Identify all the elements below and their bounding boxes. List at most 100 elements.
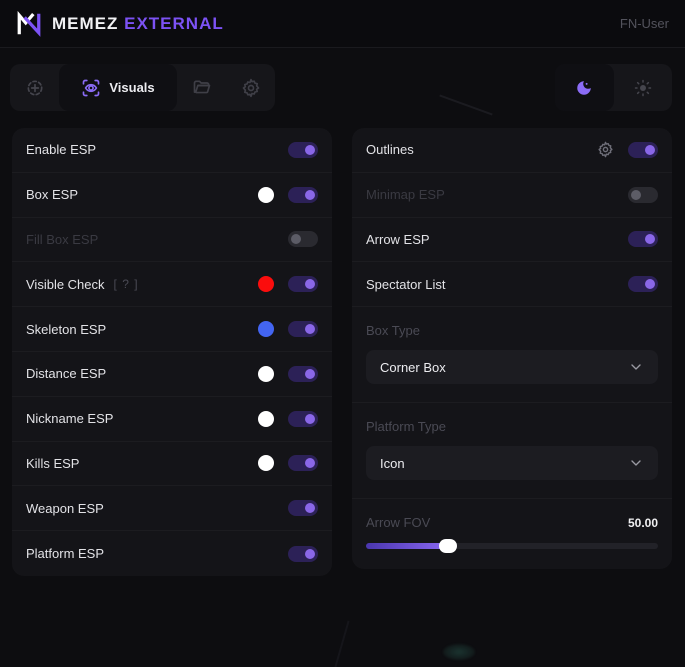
row-visible-check: Visible Check [ ? ] [12,262,332,307]
crosshair-icon [25,78,45,98]
platform-type-value: Icon [380,455,405,471]
setting-label: Platform ESP [26,546,105,562]
toggle-knob [645,234,655,245]
background-artifact [334,620,350,667]
title-bar: MEMEZ EXTERNAL FN-User [0,0,685,48]
color-swatch[interactable] [258,186,274,203]
color-swatch[interactable] [258,276,274,293]
arrow-fov-value: 50.00 [627,515,658,530]
setting-label: Arrow ESP [366,231,430,247]
tab-aimbot[interactable] [10,64,59,111]
tab-visuals[interactable]: Visuals [59,64,177,111]
tab-settings[interactable] [226,64,275,111]
setting-label: Kills ESP [26,455,80,471]
toggle-switch[interactable] [288,455,318,472]
brand-title: MEMEZ EXTERNAL [52,13,224,33]
brand-logo-icon [16,10,42,37]
box-type-label: Box Type [366,323,420,339]
setting-label: Spectator List [366,276,446,292]
row-fill-box-esp: Fill Box ESP [12,218,332,263]
chevron-down-icon [628,455,644,471]
theme-switcher [555,64,672,111]
toggle-knob [305,144,315,155]
row-arrow-esp: Arrow ESP [352,218,672,263]
help-hint: [ ? ] [113,277,139,292]
background-artifact [439,94,493,116]
row-enable-esp: Enable ESP [12,128,332,173]
setting-label: Box ESP [26,187,79,203]
row-nickname-esp: Nickname ESP [12,397,332,442]
platform-type-select[interactable]: Icon [366,446,658,481]
toggle-switch[interactable] [288,500,318,517]
toggle-knob [305,458,315,469]
toggle-knob [305,279,315,290]
setting-label: Distance ESP [26,366,107,382]
box-type-select[interactable]: Corner Box [366,350,658,385]
setting-label: Visible Check [26,276,105,292]
setting-label: Minimap ESP [366,187,445,203]
moon-icon [575,79,593,97]
color-swatch[interactable] [258,321,274,338]
toggle-knob [631,189,641,200]
theme-dark-button[interactable] [555,64,614,111]
row-platform-esp: Platform ESP [12,531,332,576]
toggle-switch[interactable] [628,186,658,203]
user-label: FN-User [619,16,669,31]
toggle-switch[interactable] [288,545,318,562]
scan-eye-icon [81,78,101,98]
slider-knob[interactable] [438,539,457,554]
toggle-switch[interactable] [628,231,658,248]
toggle-knob [305,548,315,559]
toggle-knob [305,368,315,379]
background-artifact [443,644,475,660]
toggle-switch[interactable] [288,231,318,248]
theme-light-button[interactable] [614,64,673,111]
row-kills-esp: Kills ESP [12,442,332,487]
toggle-switch[interactable] [288,276,318,293]
platform-type-section: Platform Type Icon [352,403,672,499]
visuals-panel-left: Enable ESP Box ESP Fill Box ESP Visible … [12,128,332,576]
setting-label: Skeleton ESP [26,321,107,337]
row-spectator-list: Spectator List [352,262,672,307]
color-swatch[interactable] [258,365,274,382]
color-swatch[interactable] [258,455,274,472]
toggle-switch[interactable] [628,141,658,158]
toggle-knob [305,189,315,200]
arrow-fov-section: Arrow FOV 50.00 [352,499,672,569]
setting-label: Nickname ESP [26,411,114,427]
slider-fill [366,543,448,550]
setting-label: Outlines [366,142,414,158]
folder-icon [192,78,212,98]
sun-icon [634,79,652,97]
platform-type-label: Platform Type [366,419,446,435]
toggle-switch[interactable] [288,186,318,203]
visuals-panel-right: Outlines Minimap ESP Arrow ESP Spectator… [352,128,672,570]
toggle-knob [645,279,655,290]
toggle-knob [305,413,315,424]
toggle-switch[interactable] [288,321,318,338]
gear-icon [241,78,261,98]
setting-label: Fill Box ESP [26,231,99,247]
tab-configs[interactable] [177,64,226,111]
toggle-switch[interactable] [288,141,318,158]
setting-label: Enable ESP [26,142,97,158]
row-distance-esp: Distance ESP [12,352,332,397]
tab-bar: Visuals [10,64,275,111]
row-minimap-esp: Minimap ESP [352,173,672,218]
setting-label: Weapon ESP [26,500,104,516]
box-type-section: Box Type Corner Box [352,307,672,403]
arrow-fov-label: Arrow FOV [366,515,431,531]
row-box-esp: Box ESP [12,173,332,218]
chevron-down-icon [628,359,644,375]
outlines-settings-gear-icon[interactable] [597,141,614,158]
toggle-switch[interactable] [628,276,658,293]
toggle-switch[interactable] [288,365,318,382]
toggle-knob [291,234,301,245]
toggle-knob [645,144,655,155]
box-type-value: Corner Box [380,359,446,375]
toggle-switch[interactable] [288,410,318,427]
arrow-fov-slider[interactable] [366,539,658,554]
brand: MEMEZ EXTERNAL [16,10,224,37]
color-swatch[interactable] [258,410,274,427]
